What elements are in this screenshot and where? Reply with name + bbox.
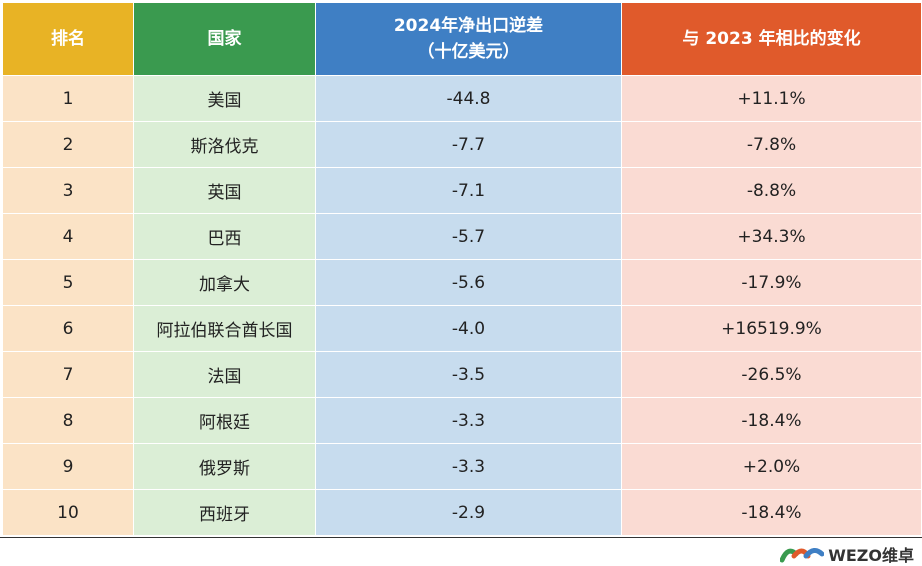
table: 排名 国家 2024年净出口逆差 （十亿美元） 与 2023 年相比的变化 1 美国 -44.… bbox=[3, 3, 921, 535]
table-cell: -17.9% bbox=[622, 260, 921, 305]
header-text: 2024年净出口逆差 bbox=[393, 16, 544, 36]
table-cell: 加拿大 bbox=[134, 260, 315, 305]
table-cell: 阿根廷 bbox=[134, 398, 315, 443]
table-cell: -8.8% bbox=[622, 168, 921, 213]
header-text: 排名 bbox=[51, 29, 85, 49]
table-cell: -5.7 bbox=[316, 214, 621, 259]
table-cell: -7.1 bbox=[316, 168, 621, 213]
table-cell: -18.4% bbox=[622, 490, 921, 535]
table-cell: 斯洛伐克 bbox=[134, 122, 315, 167]
header-cell: 排名 bbox=[3, 3, 133, 75]
table-cell: 美国 bbox=[134, 76, 315, 121]
table-cell: +2.0% bbox=[622, 444, 921, 489]
table-cell: 7 bbox=[3, 352, 133, 397]
table-cell: -3.3 bbox=[316, 444, 621, 489]
table-cell: -44.8 bbox=[316, 76, 621, 121]
table-cell: 西班牙 bbox=[134, 490, 315, 535]
table-cell: 5 bbox=[3, 260, 133, 305]
table-cell: 俄罗斯 bbox=[134, 444, 315, 489]
table-cell: -7.8% bbox=[622, 122, 921, 167]
header-cell: 与 2023 年相比的变化 bbox=[622, 3, 921, 75]
table-cell: 英国 bbox=[134, 168, 315, 213]
table-cell: 8 bbox=[3, 398, 133, 443]
table-cell: -5.6 bbox=[316, 260, 621, 305]
table-cell: -18.4% bbox=[622, 398, 921, 443]
logo-icon bbox=[780, 548, 825, 563]
logo: WEZO维卓 bbox=[780, 542, 914, 566]
header-text: 国家 bbox=[207, 29, 242, 49]
table-cell: 3 bbox=[3, 168, 133, 213]
table-cell: -7.7 bbox=[316, 122, 621, 167]
table-cell: -26.5% bbox=[622, 352, 921, 397]
header-text: 与 2023 年相比的变化 bbox=[682, 29, 861, 49]
table-cell: +11.1% bbox=[622, 76, 921, 121]
table-cell: -4.0 bbox=[316, 306, 621, 351]
table-cell: -2.9 bbox=[316, 490, 621, 535]
table-cell: -3.5 bbox=[316, 352, 621, 397]
table-cell: 9 bbox=[3, 444, 133, 489]
table-cell: 1 bbox=[3, 76, 133, 121]
table-cell: 法国 bbox=[134, 352, 315, 397]
table-cell: -3.3 bbox=[316, 398, 621, 443]
table-cell: 2 bbox=[3, 122, 133, 167]
table-cell: +16519.9% bbox=[622, 306, 921, 351]
table-cell: 6 bbox=[3, 306, 133, 351]
divider bbox=[0, 537, 922, 538]
table-cell: 4 bbox=[3, 214, 133, 259]
table-cell: +34.3% bbox=[622, 214, 921, 259]
table-cell: 阿拉伯联合酋长国 bbox=[134, 306, 315, 351]
header-text: （十亿美元） bbox=[417, 42, 520, 62]
table-cell: 巴西 bbox=[134, 214, 315, 259]
logo-text: WEZO维卓 bbox=[828, 546, 914, 565]
table-cell: 10 bbox=[3, 490, 133, 535]
header-cell: 2024年净出口逆差 （十亿美元） bbox=[316, 3, 621, 75]
header-cell: 国家 bbox=[134, 3, 315, 75]
